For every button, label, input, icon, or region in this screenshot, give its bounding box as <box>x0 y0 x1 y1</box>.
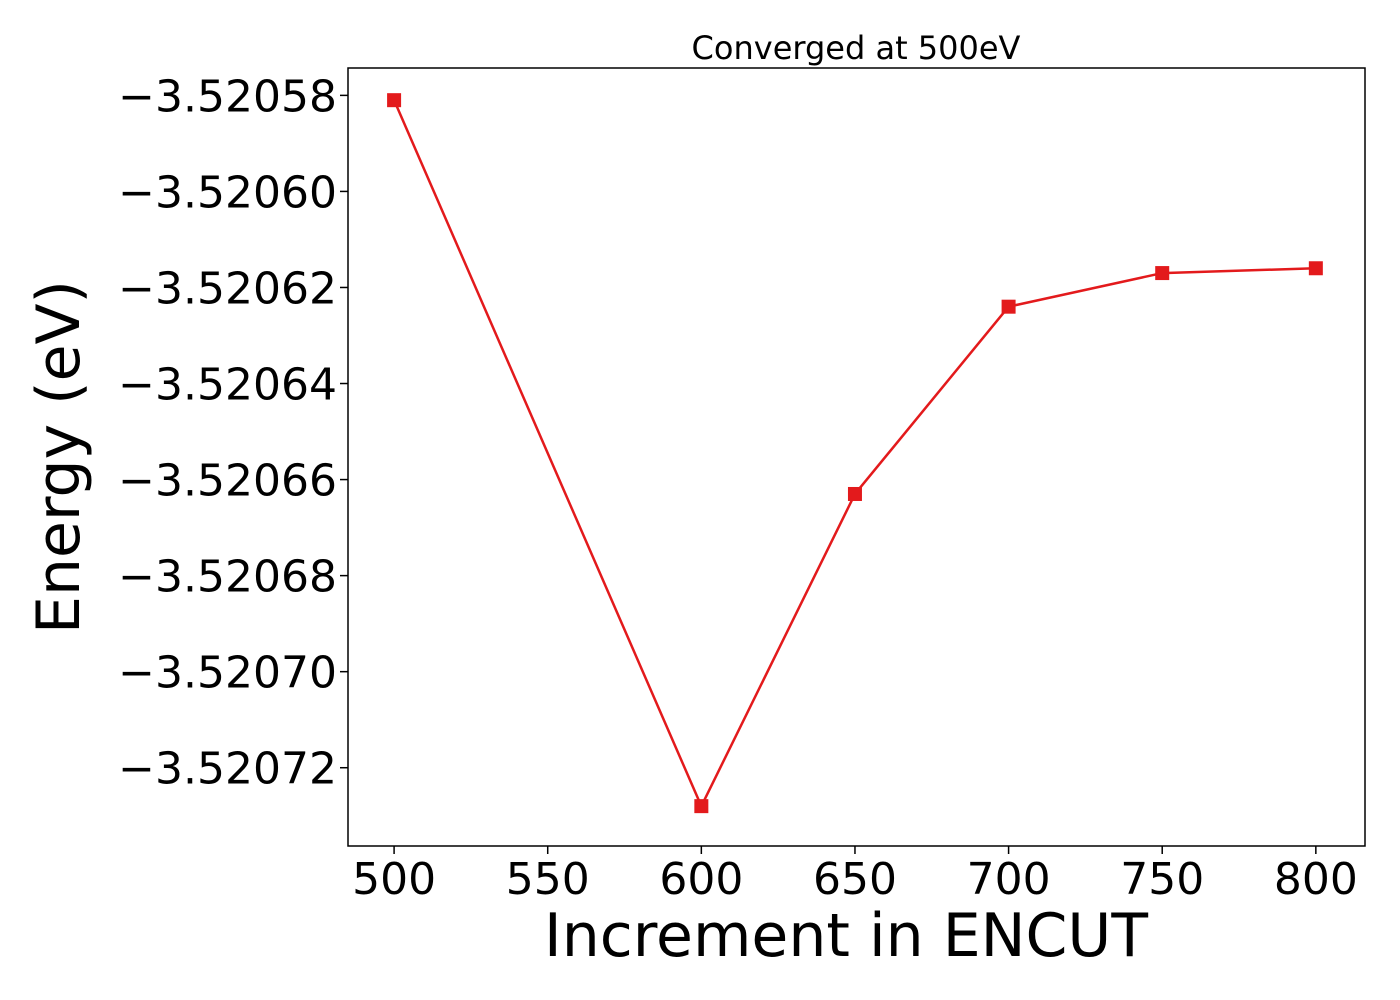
y-tick-label-1: −3.52060 <box>118 167 337 218</box>
x-axis: 500 550 600 650 700 750 800 <box>352 846 1358 905</box>
x-tick-label-750: 750 <box>1120 854 1204 905</box>
x-tick-label-550: 550 <box>506 854 590 905</box>
data-point-650 <box>847 486 862 501</box>
data-point-600 <box>694 799 709 814</box>
x-tick-label-800: 800 <box>1274 854 1358 905</box>
data-point-500 <box>387 93 402 108</box>
data-point-750 <box>1155 266 1170 281</box>
chart-title: Converged at 500eV <box>692 29 1021 67</box>
y-tick-label-4: −3.52066 <box>118 456 337 507</box>
x-tick-label-650: 650 <box>813 854 897 905</box>
y-tick-label-7: −3.52072 <box>118 744 337 795</box>
y-tick-label-6: −3.52070 <box>118 648 337 699</box>
plot-area <box>387 93 1323 814</box>
x-tick-label-600: 600 <box>659 854 743 905</box>
y-tick-label-2: −3.52062 <box>118 263 337 314</box>
y-tick-label-3: −3.52064 <box>118 360 337 411</box>
x-axis-title: Increment in ENCUT <box>544 901 1148 971</box>
y-tick-label-0: −3.52058 <box>118 71 337 122</box>
data-point-800 <box>1308 261 1323 276</box>
data-point-700 <box>1001 299 1016 314</box>
y-axis: −3.52058 −3.52060 −3.52062 −3.52064 −3.52066… <box>118 71 348 795</box>
series-line-0 <box>392 99 1316 808</box>
y-axis-title: Energy (eV) <box>24 280 94 634</box>
x-tick-label-700: 700 <box>967 854 1051 905</box>
plot-frame <box>347 67 1366 847</box>
x-tick-label-500: 500 <box>352 854 436 905</box>
y-tick-label-5: −3.52068 <box>118 552 337 603</box>
